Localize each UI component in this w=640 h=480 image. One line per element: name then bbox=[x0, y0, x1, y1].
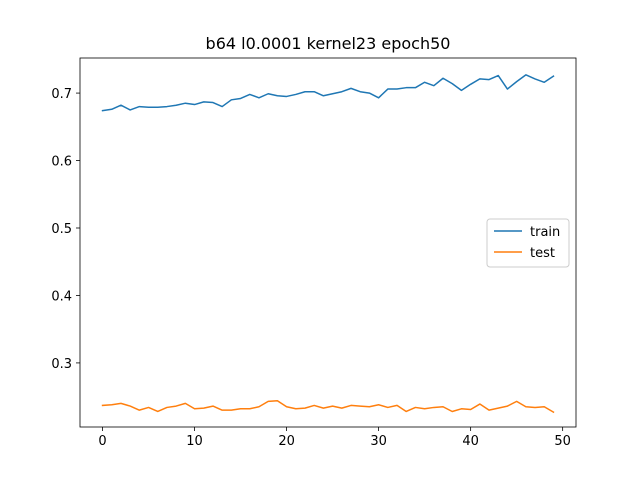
series-line-test bbox=[101, 399, 555, 414]
chart-title: b64 l0.0001 kernel23 epoch50 bbox=[206, 34, 451, 53]
legend: train test bbox=[486, 218, 570, 268]
axes-frame bbox=[79, 57, 577, 428]
x-tick-label: 30 bbox=[370, 434, 387, 449]
x-tick-label: 0 bbox=[98, 434, 106, 449]
x-tick-label: 40 bbox=[462, 434, 479, 449]
x-tick-label: 10 bbox=[186, 434, 203, 449]
series-line-train bbox=[101, 74, 555, 112]
y-tick-label: 0.4 bbox=[51, 289, 72, 304]
y-tick-label: 0.5 bbox=[51, 222, 72, 237]
y-tick-label: 0.7 bbox=[51, 87, 72, 102]
legend-label-test: test bbox=[530, 246, 555, 261]
x-tick-label: 50 bbox=[554, 434, 571, 449]
x-tick-label: 20 bbox=[278, 434, 295, 449]
plot-area bbox=[101, 74, 555, 414]
axes: 0 10 20 30 40 50 0.3 0.4 0.5 0.6 0.7 bbox=[51, 57, 577, 449]
y-tick-label: 0.6 bbox=[51, 155, 72, 170]
y-tick-label: 0.3 bbox=[51, 357, 72, 372]
legend-label-train: train bbox=[530, 225, 560, 240]
